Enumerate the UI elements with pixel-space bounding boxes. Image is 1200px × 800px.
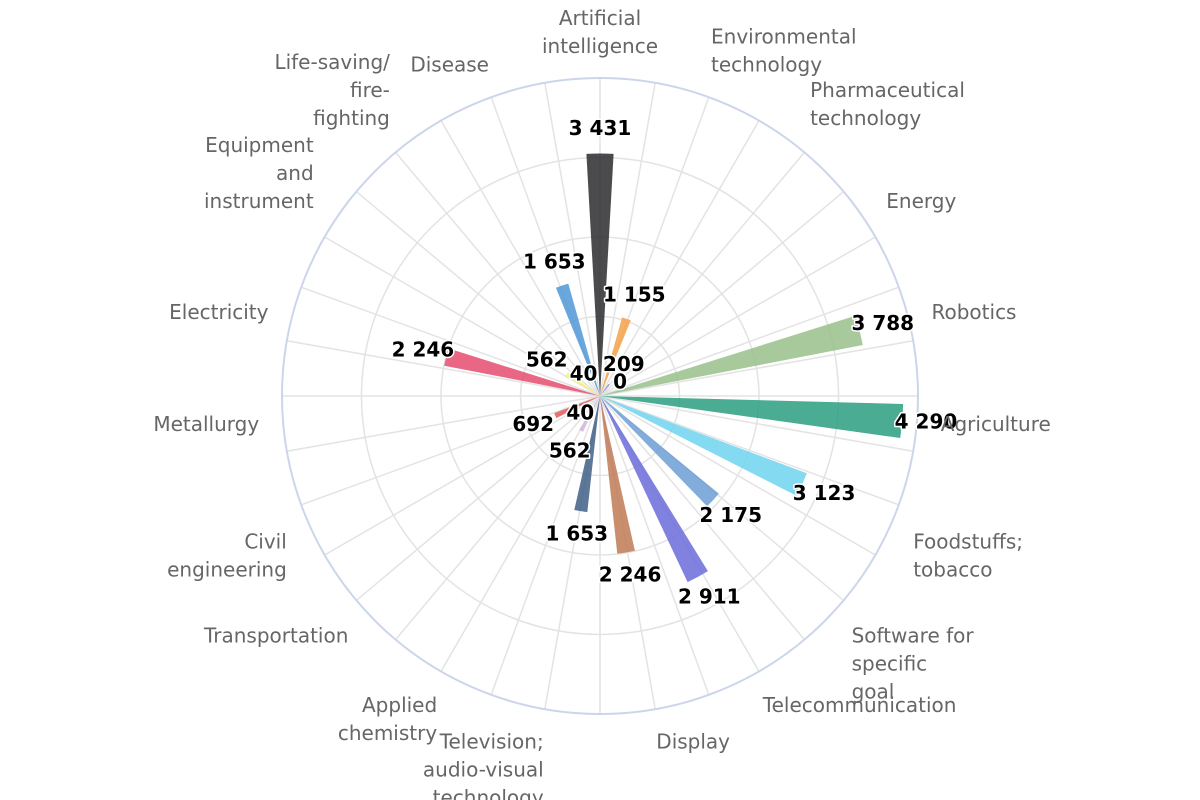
- bar-11: [579, 396, 600, 432]
- value-label-7: 2 175: [699, 503, 762, 527]
- bar-4: [600, 315, 863, 396]
- bar-6: [600, 396, 807, 496]
- category-label-6: Foodstuffs; tobacco: [913, 529, 1023, 581]
- category-labels: Artificial intelligence Environmental techn…: [153, 6, 1050, 800]
- bar-13: [554, 396, 600, 419]
- bar-18: [555, 283, 600, 396]
- category-label-17: Life-saving/fire-fighting: [274, 50, 390, 130]
- bar-7: [600, 396, 719, 507]
- grid-spoke: [440, 395, 601, 672]
- category-label-16: Equipment and instrument: [204, 133, 314, 213]
- category-label-2: Pharmaceutical technology: [810, 78, 965, 130]
- grid-spoke: [599, 395, 710, 696]
- category-label-4: Robotics: [932, 300, 1017, 324]
- category-label-3: Energy: [886, 189, 956, 213]
- category-label-13: Civil engineering: [167, 529, 287, 581]
- grid-spoke: [599, 340, 914, 397]
- grid-spoke: [599, 286, 900, 397]
- category-label-18: Disease: [410, 53, 489, 77]
- bar-5: [600, 396, 904, 438]
- bar-8: [600, 396, 708, 583]
- grid-spoke: [544, 82, 601, 397]
- grid-spoke: [599, 151, 805, 397]
- category-label-7: Software for specific goal: [852, 624, 975, 704]
- value-label-13: 692: [512, 412, 554, 436]
- grid-spoke: [355, 191, 601, 397]
- grid-spoke: [300, 395, 601, 506]
- category-label-11: Applied chemistry: [338, 693, 438, 745]
- category-label-0: Artificial intelligence: [542, 6, 658, 58]
- grid-spoke: [599, 191, 845, 397]
- grid-spoke: [599, 120, 760, 397]
- category-label-12: Transportation: [203, 624, 348, 648]
- bar-16: [565, 372, 600, 396]
- bars: [444, 153, 904, 583]
- value-label-18: 1 653: [523, 249, 586, 273]
- bar-10: [574, 396, 600, 513]
- grid-spoke: [440, 120, 601, 397]
- category-label-15: Electricity: [169, 300, 269, 324]
- grid-spoke: [300, 286, 601, 397]
- grid-spoke: [324, 395, 601, 556]
- value-label-11: 562: [549, 439, 591, 463]
- grid-spoke: [599, 82, 656, 397]
- grid-spoke: [599, 395, 914, 452]
- value-label-4: 3 788: [851, 311, 914, 335]
- value-label-2: 209: [603, 352, 645, 376]
- bar-0: [586, 153, 614, 396]
- outer-ring: [281, 77, 919, 715]
- category-label-8: Telecommunication: [762, 693, 957, 717]
- value-label-5: 4 290: [895, 410, 958, 434]
- grid-spoke: [286, 340, 601, 397]
- grid-spoke: [599, 395, 876, 556]
- value-label-12: 40: [566, 401, 594, 425]
- grid-spoke: [599, 236, 876, 397]
- value-label-15: 2 246: [392, 338, 455, 362]
- value-label-6: 3 123: [793, 481, 856, 505]
- value-label-0: 3 431: [569, 116, 632, 140]
- grid-spoke: [490, 395, 601, 696]
- category-label-5: Agriculture: [941, 412, 1051, 436]
- value-label-1: 1 155: [603, 283, 666, 307]
- category-label-9: Display: [656, 729, 730, 753]
- value-label-17: 40: [570, 361, 598, 385]
- value-label-9: 2 246: [599, 563, 662, 587]
- grid-spoke: [395, 395, 601, 641]
- grid-spoke: [286, 395, 601, 452]
- value-label-16: 562: [526, 348, 568, 372]
- value-label-10: 1 653: [545, 521, 608, 545]
- value-label-3: 0: [613, 369, 627, 393]
- category-label-10: Television; audio-visual technology: [423, 729, 544, 800]
- grid-spoke: [599, 395, 900, 506]
- bar-12: [597, 396, 600, 398]
- category-label-1: Environmental technology: [711, 25, 857, 77]
- category-label-14: Metallurgy: [153, 412, 259, 436]
- bar-1: [600, 317, 631, 396]
- bar-2: [600, 383, 610, 396]
- grid-spoke: [599, 395, 805, 641]
- grid-spoke: [355, 395, 601, 601]
- bar-17: [598, 393, 600, 396]
- bar-15: [444, 348, 600, 396]
- grid-spoke: [395, 151, 601, 397]
- bar-9: [600, 396, 635, 554]
- value-label-8: 2 911: [678, 585, 741, 609]
- grid-spoke: [324, 236, 601, 397]
- polar-grid: [281, 77, 919, 715]
